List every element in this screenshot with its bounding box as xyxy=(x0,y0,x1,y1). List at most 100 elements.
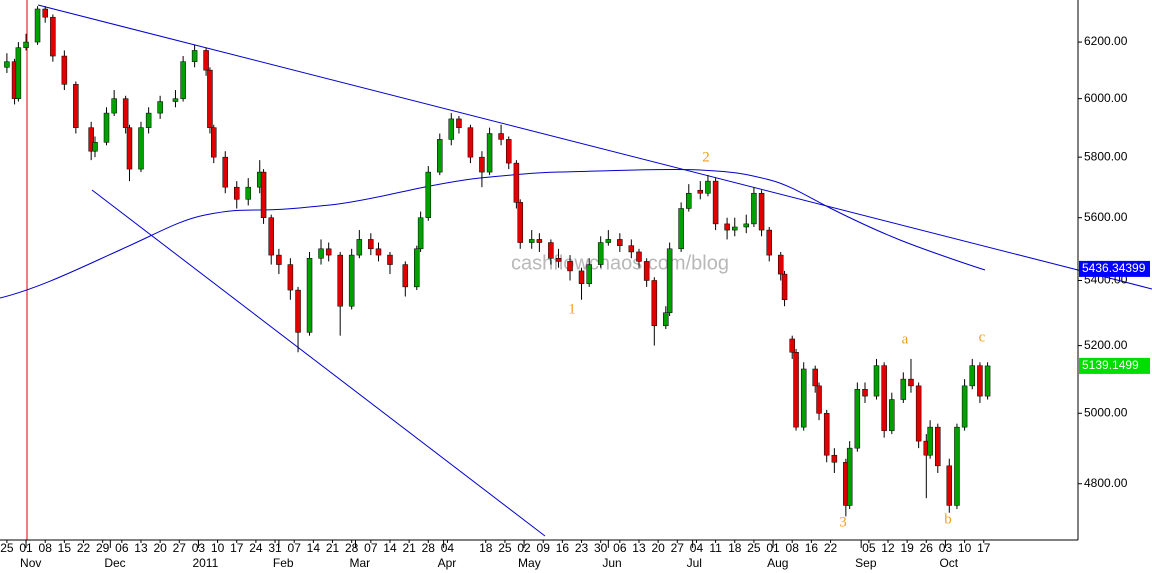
moving-average xyxy=(0,168,986,299)
candle-body xyxy=(800,368,807,428)
candle-body xyxy=(417,217,424,250)
x-tick-label: 20 xyxy=(153,541,167,555)
candle-body xyxy=(138,127,144,170)
candle-body xyxy=(678,208,684,250)
candle-body xyxy=(103,112,110,143)
candle-body xyxy=(172,98,179,102)
candle-body xyxy=(686,192,692,209)
x-tick-label: 19 xyxy=(900,541,914,555)
x-tick-label: 13 xyxy=(632,541,646,555)
month-label: May xyxy=(518,556,541,570)
candle-body xyxy=(969,365,976,387)
x-tick-label: 25 xyxy=(498,541,512,555)
candle-body xyxy=(61,55,68,85)
candle-body xyxy=(732,226,738,231)
candle-body xyxy=(854,389,861,449)
month-label: Apr xyxy=(438,556,457,570)
candle-body xyxy=(816,385,822,414)
candle-body xyxy=(276,254,282,265)
candle-body xyxy=(467,127,474,158)
x-tick-label: 27 xyxy=(173,541,187,555)
x-tick-label: 07 xyxy=(288,541,302,555)
month-label: Mar xyxy=(350,556,371,570)
candle-body xyxy=(555,257,562,262)
wave-label: a xyxy=(902,331,909,347)
candle-body xyxy=(908,378,914,387)
candle-body xyxy=(50,16,56,57)
candle-body xyxy=(425,171,432,218)
x-tick-label: 18 xyxy=(728,541,742,555)
x-tick-label: 07 xyxy=(364,541,378,555)
x-tick-label: 28 xyxy=(422,541,436,555)
candle-body xyxy=(881,365,887,431)
x-tick-label: 25 xyxy=(0,541,14,555)
candle-body xyxy=(191,50,198,62)
candle-body xyxy=(578,270,585,284)
candle-body xyxy=(927,426,933,456)
candle-body xyxy=(375,248,382,256)
x-tick-label: 14 xyxy=(307,541,321,555)
x-tick-label: 23 xyxy=(575,541,589,555)
price-label-box xyxy=(1079,357,1150,374)
x-tick-label: 22 xyxy=(77,541,91,555)
wave-label: 3 xyxy=(839,514,847,530)
candle-body xyxy=(663,312,669,327)
x-tick-label: 22 xyxy=(824,541,838,555)
candle-body xyxy=(34,8,41,43)
x-tick-label: 04 xyxy=(441,541,455,555)
candle-body xyxy=(643,261,650,281)
x-tick-label: 11 xyxy=(709,541,722,555)
x-tick-label: 02 xyxy=(517,541,531,555)
candle-body xyxy=(42,8,48,18)
x-tick-label: 26 xyxy=(920,541,934,555)
candle-body xyxy=(73,84,79,128)
month-label: Nov xyxy=(20,556,41,570)
x-tick-label: 12 xyxy=(881,541,895,555)
wave-label: c xyxy=(979,329,986,345)
x-tick-label: 28 xyxy=(345,541,359,555)
wave-label: 1 xyxy=(568,301,576,317)
candle-body xyxy=(873,365,880,397)
candle-body xyxy=(705,180,711,194)
candle-body xyxy=(88,127,94,152)
candle-body xyxy=(337,254,343,307)
candle-body xyxy=(211,127,217,158)
x-tick-label: 14 xyxy=(383,541,397,555)
candle-body xyxy=(180,61,186,99)
candle-body xyxy=(961,385,968,428)
x-tick-label: 17 xyxy=(230,541,244,555)
candle-body xyxy=(387,254,393,265)
x-tick-label: 10 xyxy=(958,541,972,555)
candle-body xyxy=(605,239,612,243)
y-tick-label: 5600.00 xyxy=(1084,210,1128,224)
x-tick-label: 21 xyxy=(402,541,416,555)
candle-body xyxy=(348,254,355,307)
candle-body xyxy=(479,156,485,173)
candle-body xyxy=(203,50,209,71)
candle-body xyxy=(486,133,493,173)
candle-body xyxy=(325,248,332,256)
candle-body xyxy=(935,426,941,467)
candle-body xyxy=(4,61,10,68)
watermark: cashflowchaos.com/blog xyxy=(511,252,729,274)
x-tick-label: 24 xyxy=(249,541,263,555)
x-tick-label: 03 xyxy=(939,541,953,555)
candle-body xyxy=(456,118,462,128)
x-tick-label: 06 xyxy=(115,541,129,555)
candle-body xyxy=(498,133,504,140)
candle-body xyxy=(831,454,838,463)
candle-body xyxy=(513,162,520,203)
y-tick-label: 5000.00 xyxy=(1084,405,1128,419)
candle-body xyxy=(628,245,635,253)
candle-body xyxy=(846,447,853,506)
candle-body xyxy=(233,186,240,200)
candle-body xyxy=(528,239,535,243)
candle-body xyxy=(984,365,991,397)
candle-body xyxy=(954,426,960,506)
price-label-box xyxy=(1079,260,1150,277)
candle-body xyxy=(597,242,604,265)
candle-body xyxy=(823,413,830,456)
candle-body xyxy=(268,217,274,256)
candle-body xyxy=(245,186,251,200)
